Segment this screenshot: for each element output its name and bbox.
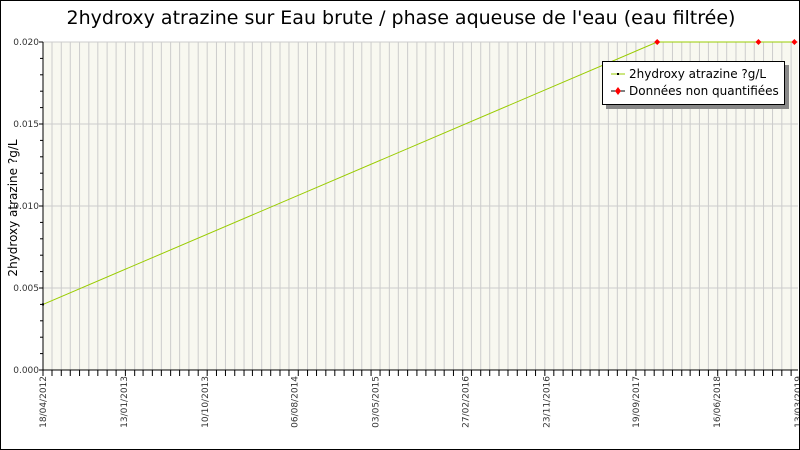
x-tick-label: 06/08/2014	[291, 376, 301, 428]
y-tick-label: 0.005	[13, 284, 39, 294]
x-tick-label: 16/06/2018	[713, 376, 723, 428]
x-tick-label: 23/11/2016	[542, 376, 552, 428]
legend: 2hydroxy atrazine ?g/L Données non quant…	[602, 61, 785, 105]
non-quantified-point	[755, 39, 762, 45]
data-point	[42, 303, 44, 306]
x-tick-label: 13/03/2019	[794, 376, 800, 428]
legend-marker-nonquantified	[611, 87, 625, 95]
x-tick-label: 10/10/2013	[201, 376, 211, 428]
x-tick-label: 13/01/2013	[120, 376, 130, 428]
legend-label-series: 2hydroxy atrazine ?g/L	[629, 67, 767, 81]
non-quantified-point	[791, 39, 798, 45]
y-tick-label: 0.015	[13, 120, 39, 130]
y-tick-label: 0.020	[13, 38, 39, 48]
x-tick-label: 03/05/2015	[372, 376, 382, 428]
x-tick-label: 27/02/2016	[461, 376, 471, 428]
non-quantified-point	[654, 39, 661, 45]
legend-marker-series	[611, 73, 625, 75]
series-line	[42, 41, 795, 305]
x-tick-label: 19/09/2017	[632, 376, 642, 428]
y-tick-label: 0.000	[13, 366, 39, 376]
chart-title: 2hydroxy atrazine sur Eau brute / phase …	[66, 7, 736, 29]
x-tick-label: 18/04/2012	[39, 376, 49, 428]
legend-label-nonquantified: Données non quantifiées	[629, 84, 779, 98]
y-tick-label: 0.010	[13, 202, 39, 212]
